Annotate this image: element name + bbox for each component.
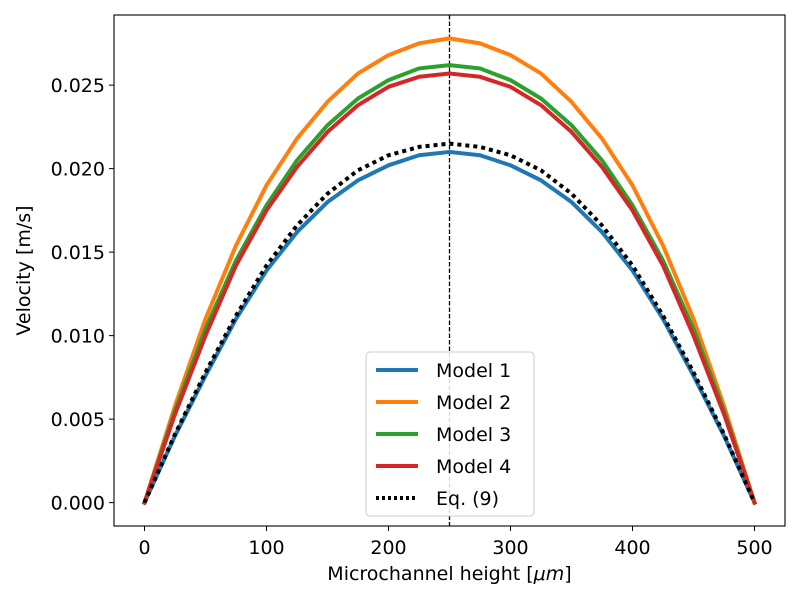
y-tick-label: 0.025 — [51, 75, 105, 97]
y-axis-label: Velocity [m/s] — [13, 205, 35, 335]
legend-label: Model 1 — [436, 360, 511, 382]
y-tick-label: 0.015 — [51, 242, 105, 264]
x-axis-label-suffix: ] — [564, 563, 571, 585]
series-line-5 — [142, 141, 757, 504]
y-tick-label: 0.000 — [51, 493, 105, 515]
x-tick-label: 0 — [138, 537, 150, 559]
plot-layer — [141, 15, 758, 526]
series-line-1 — [141, 149, 758, 506]
x-tick-label: 200 — [370, 537, 406, 559]
axes-layer: 0 100 200 300 400 500 0.000 0.005 0.010 0.015 0.02… — [51, 14, 786, 559]
y-tick-label: 0.020 — [51, 159, 105, 181]
axes-frame — [113, 14, 786, 527]
x-axis-label-math: μm — [533, 563, 565, 585]
x-tick-label: 300 — [492, 537, 528, 559]
legend: Model 1 Model 2 Model 3 Model 4 Eq. (9) — [365, 351, 535, 517]
x-tick-label: 500 — [736, 537, 772, 559]
series-line-2 — [141, 36, 758, 506]
x-tick-label: 400 — [614, 537, 650, 559]
legend-label: Eq. (9) — [436, 488, 499, 510]
series-line-4 — [141, 71, 758, 506]
legend-label: Model 2 — [436, 392, 511, 414]
y-tick-label: 0.005 — [51, 409, 105, 431]
legend-label: Model 3 — [436, 424, 511, 446]
x-tick-label: 100 — [248, 537, 284, 559]
series-line-3 — [141, 63, 758, 506]
x-axis-label-prefix: Microchannel height [ — [327, 563, 533, 585]
legend-label: Model 4 — [436, 456, 511, 478]
legend-box — [365, 351, 535, 517]
x-axis-label: Microchannel height [μm] — [327, 563, 571, 585]
y-tick-label: 0.010 — [51, 326, 105, 348]
